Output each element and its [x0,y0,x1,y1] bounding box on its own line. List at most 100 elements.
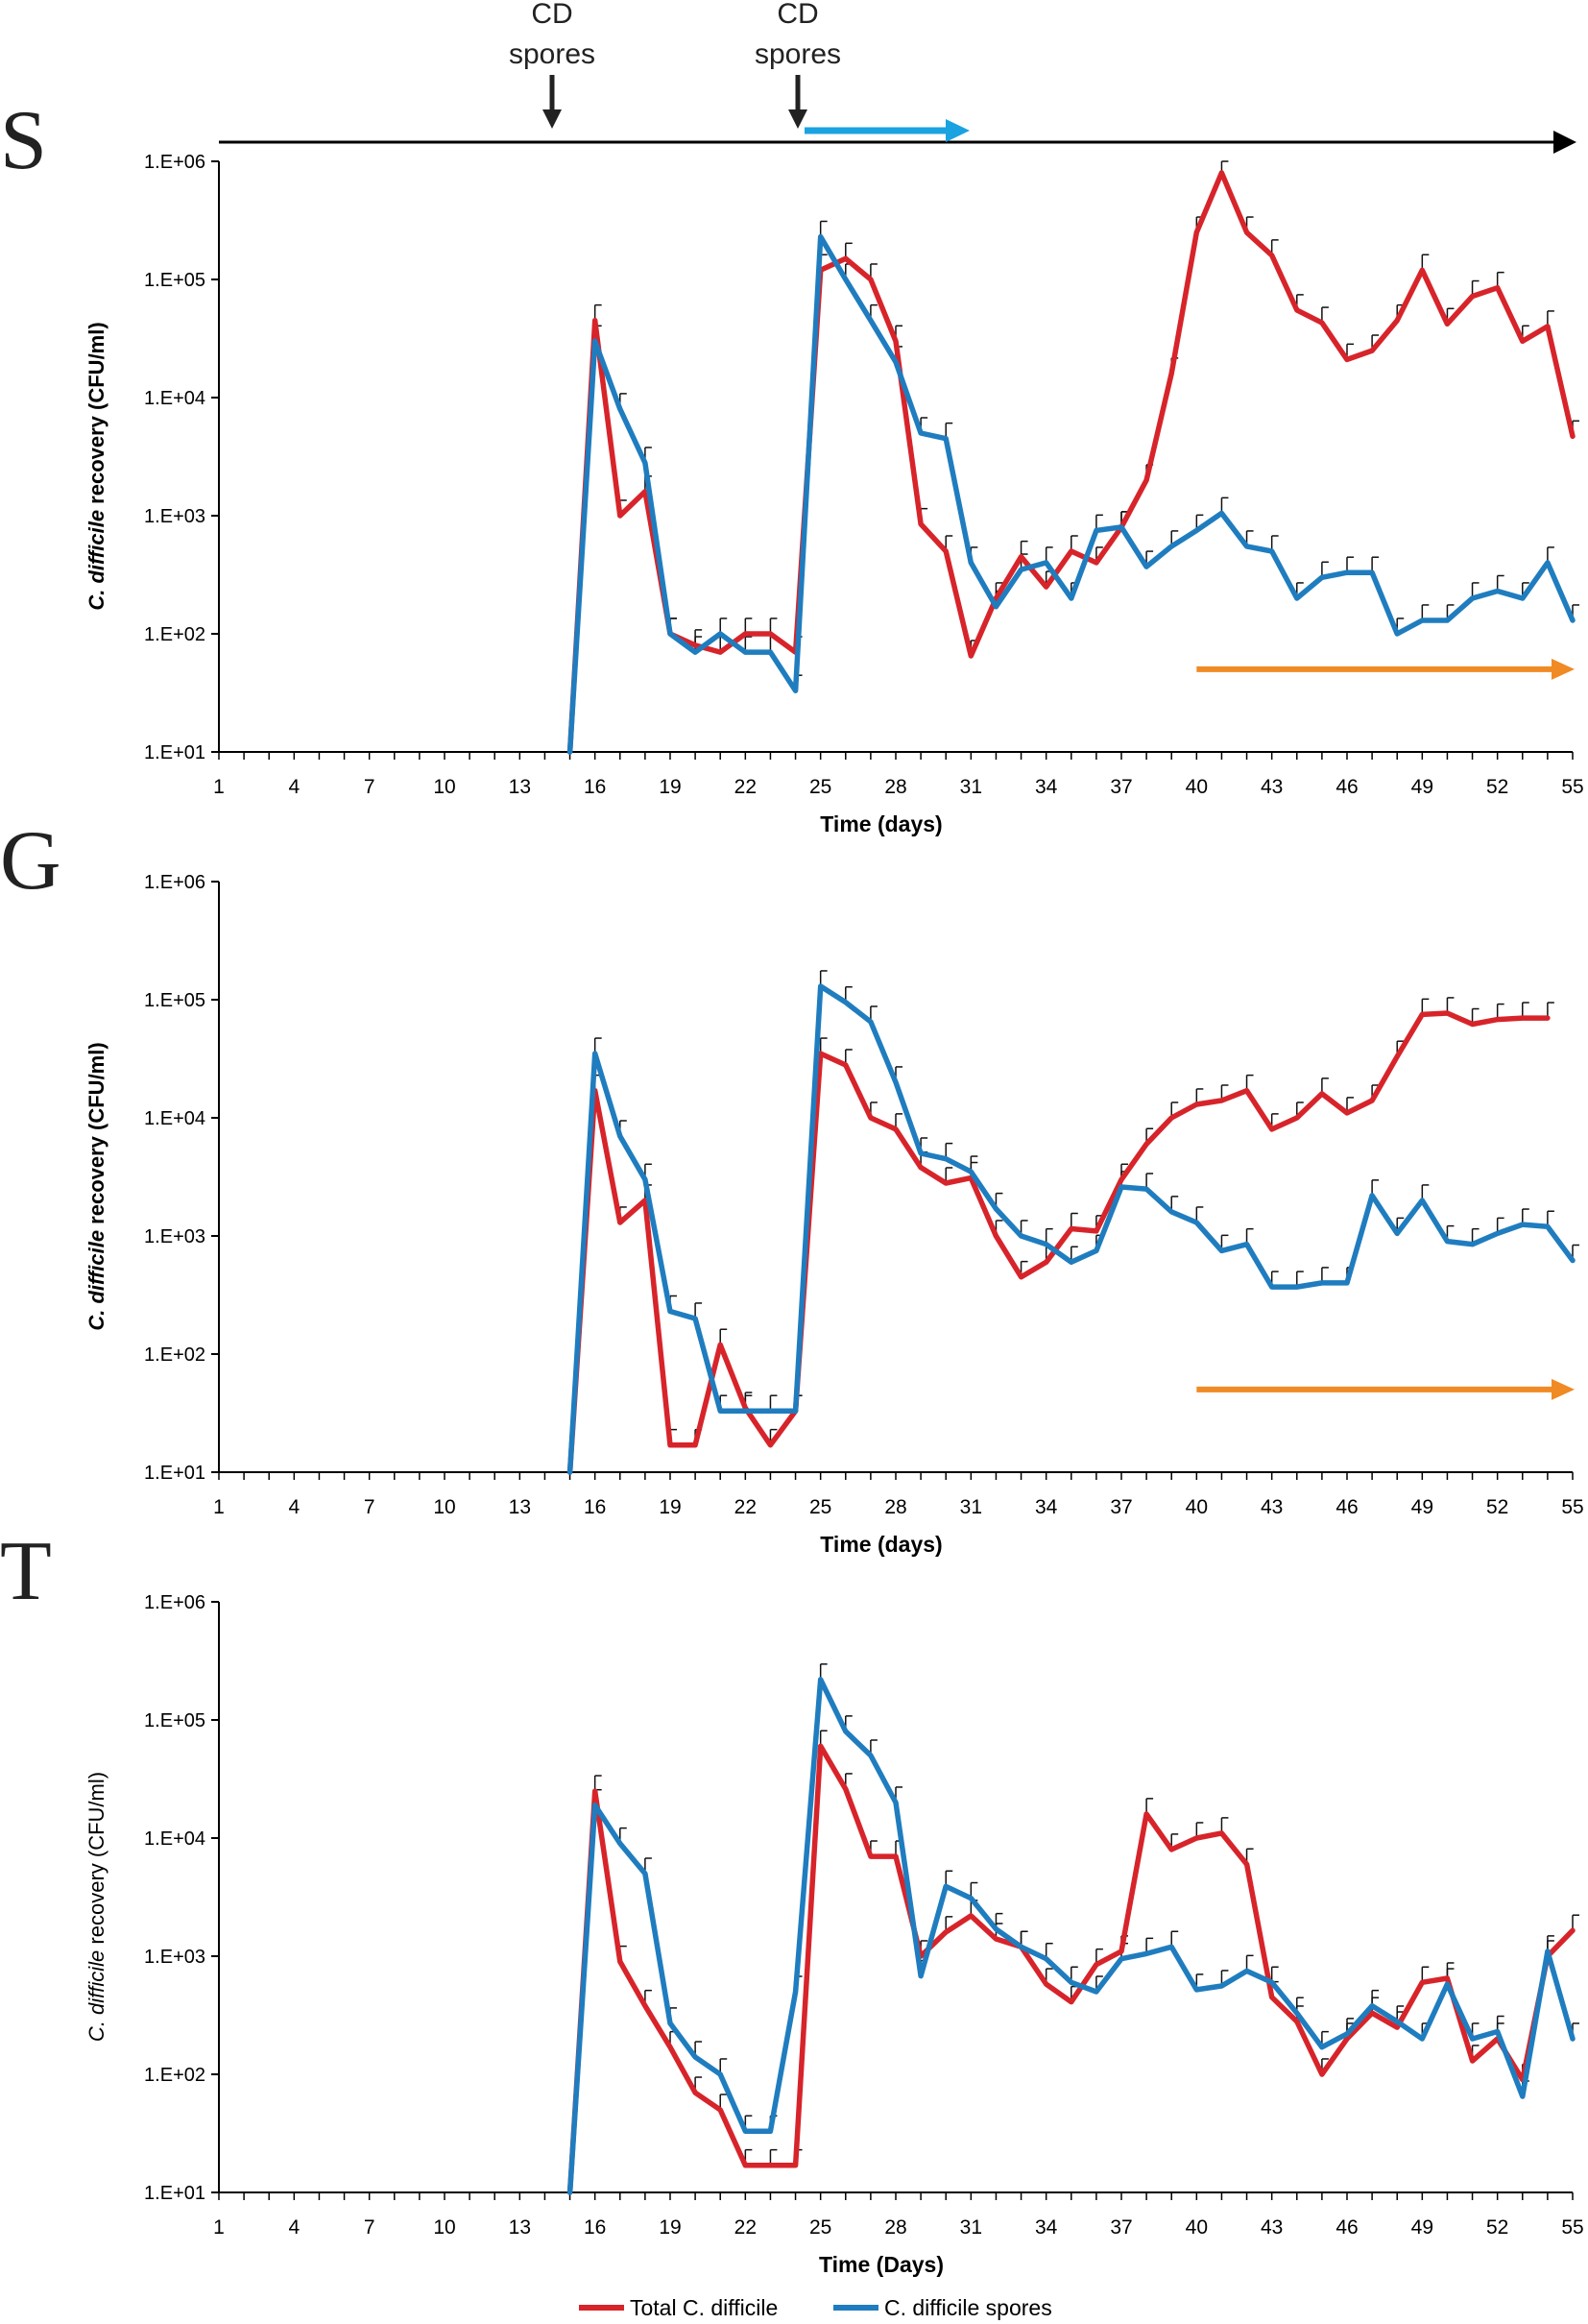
y-tick-label: 1.E+04 [144,1828,205,1850]
x-tick-label: 43 [1261,2216,1283,2239]
y-tick-label: 1.E+06 [144,152,205,173]
x-tick-label: 49 [1411,1496,1433,1518]
x-tick-label: 10 [433,2216,455,2239]
x-tick-label: 13 [509,2216,531,2239]
timeline: CD spores CD spores [219,0,1576,154]
x-tick-label: 19 [659,2216,681,2239]
panel-label-G: G [0,814,61,908]
timeline-marker-1: CD spores [509,0,595,129]
x-tick-label: 10 [433,776,455,798]
x-tick-label: 7 [364,776,375,798]
x-axis-label: Time (Days) [819,2252,944,2277]
y-axis-label: C. difficile recovery (CFU/ml) [84,322,108,610]
y-tick-label: 1.E+02 [144,624,205,645]
x-tick-label: 4 [288,2216,300,2239]
y-tick-label: 1.E+01 [144,1463,205,1484]
marker-2-line2: spores [755,38,841,70]
marker-1-arrow-head [542,109,562,129]
marker-2-line1: CD [777,0,818,30]
x-tick-label: 46 [1335,1496,1358,1518]
x-tick-label: 43 [1261,776,1283,798]
x-tick-label: 49 [1411,776,1433,798]
x-tick-label: 4 [288,776,300,798]
y-tick-label: 1.E+04 [144,1108,205,1129]
y-axis-label-italic: C. difficile [84,1950,108,2042]
x-tick-label: 31 [960,1496,982,1518]
y-tick-label: 1.E+02 [144,2065,205,2086]
x-tick-label: 37 [1110,2216,1132,2239]
x-tick-label: 52 [1486,776,1508,798]
x-tick-label: 52 [1486,1496,1508,1518]
x-tick-label: 52 [1486,2216,1508,2239]
marker-1-line2: spores [509,38,595,70]
marker-2-arrow-head [788,109,807,129]
x-tick-label: 10 [433,1496,455,1518]
x-tick-label: 55 [1561,2216,1583,2239]
y-axis-label: C. difficile recovery (CFU/ml) [84,1042,108,1330]
y-tick-label: 1.E+05 [144,1710,205,1731]
x-tick-label: 40 [1186,776,1208,798]
y-axis-label-rest: recovery (CFU/ml) [84,1772,108,1950]
treatment-arrow-head [1552,658,1575,680]
legend-label-spores: C. difficile spores [884,2295,1052,2320]
legend: Total C. difficile C. difficile spores [579,2295,1052,2320]
y-axis-label-rest: recovery (CFU/ml) [84,322,108,510]
timeline-arrowhead [1553,131,1576,154]
x-tick-label: 37 [1110,1496,1132,1518]
y-axis-label-rest: recovery (CFU/ml) [84,1042,108,1230]
y-tick-label: 1.E+04 [144,388,205,409]
x-tick-label: 49 [1411,2216,1433,2239]
y-tick-label: 1.E+06 [144,872,205,893]
spore-arrow-head [946,119,970,142]
x-tick-label: 31 [960,2216,982,2239]
x-axis-label: Time (days) [820,1532,942,1557]
x-tick-label: 40 [1186,2216,1208,2239]
x-tick-label: 1 [213,2216,225,2239]
x-tick-label: 46 [1335,2216,1358,2239]
x-tick-label: 16 [584,1496,606,1518]
x-tick-label: 28 [884,776,906,798]
x-tick-label: 1 [213,1496,225,1518]
x-tick-label: 19 [659,1496,681,1518]
x-tick-label: 13 [509,1496,531,1518]
y-tick-label: 1.E+01 [144,742,205,763]
chart-G: 1.E+01 1.E+02 1.E+03 1.E+04 1.E+05 1.E+06 1 4 7 1… [84,872,1584,1557]
y-tick-label: 1.E+03 [144,1226,205,1247]
y-tick-label: 1.E+01 [144,2183,205,2204]
x-tick-label: 43 [1261,1496,1283,1518]
panel-label-T: T [0,1525,52,1618]
x-tick-label: 16 [584,2216,606,2239]
x-axis-label: Time (days) [820,811,942,836]
y-axis-label: C. difficile recovery (CFU/ml) [84,1772,108,2042]
legend-label-total: Total C. difficile [630,2295,778,2320]
x-tick-label: 25 [809,776,831,798]
treatment-arrow-head [1552,1378,1575,1400]
x-tick-label: 28 [884,1496,906,1518]
y-tick-label: 1.E+06 [144,1592,205,1613]
x-tick-label: 7 [364,2216,375,2239]
x-tick-label: 25 [809,1496,831,1518]
y-tick-label: 1.E+05 [144,270,205,291]
x-tick-label: 34 [1035,1496,1058,1518]
x-tick-label: 7 [364,1496,375,1518]
panel-label-S: S [0,94,47,187]
chart-S: 1.E+01 1.E+02 1.E+03 1.E+04 1.E+05 1.E+06 1 4 7 1… [84,152,1584,836]
x-tick-label: 22 [734,2216,757,2239]
x-tick-label: 34 [1035,2216,1058,2239]
x-tick-label: 46 [1335,776,1358,798]
x-tick-label: 1 [213,776,225,798]
y-tick-label: 1.E+02 [144,1344,205,1366]
x-tick-label: 4 [288,1496,300,1518]
y-tick-label: 1.E+03 [144,1947,205,1968]
x-tick-label: 31 [960,776,982,798]
x-tick-label: 34 [1035,776,1058,798]
x-tick-label: 13 [509,776,531,798]
x-tick-label: 25 [809,2216,831,2239]
chart-T: 1.E+01 1.E+02 1.E+03 1.E+04 1.E+05 1.E+06 1 4 7 1… [84,1592,1584,2277]
series-total-line [566,1010,1551,1475]
x-tick-label: 55 [1561,1496,1583,1518]
y-tick-label: 1.E+05 [144,990,205,1011]
y-tick-label: 1.E+03 [144,506,205,527]
y-axis-label-italic: C. difficile [84,510,108,611]
